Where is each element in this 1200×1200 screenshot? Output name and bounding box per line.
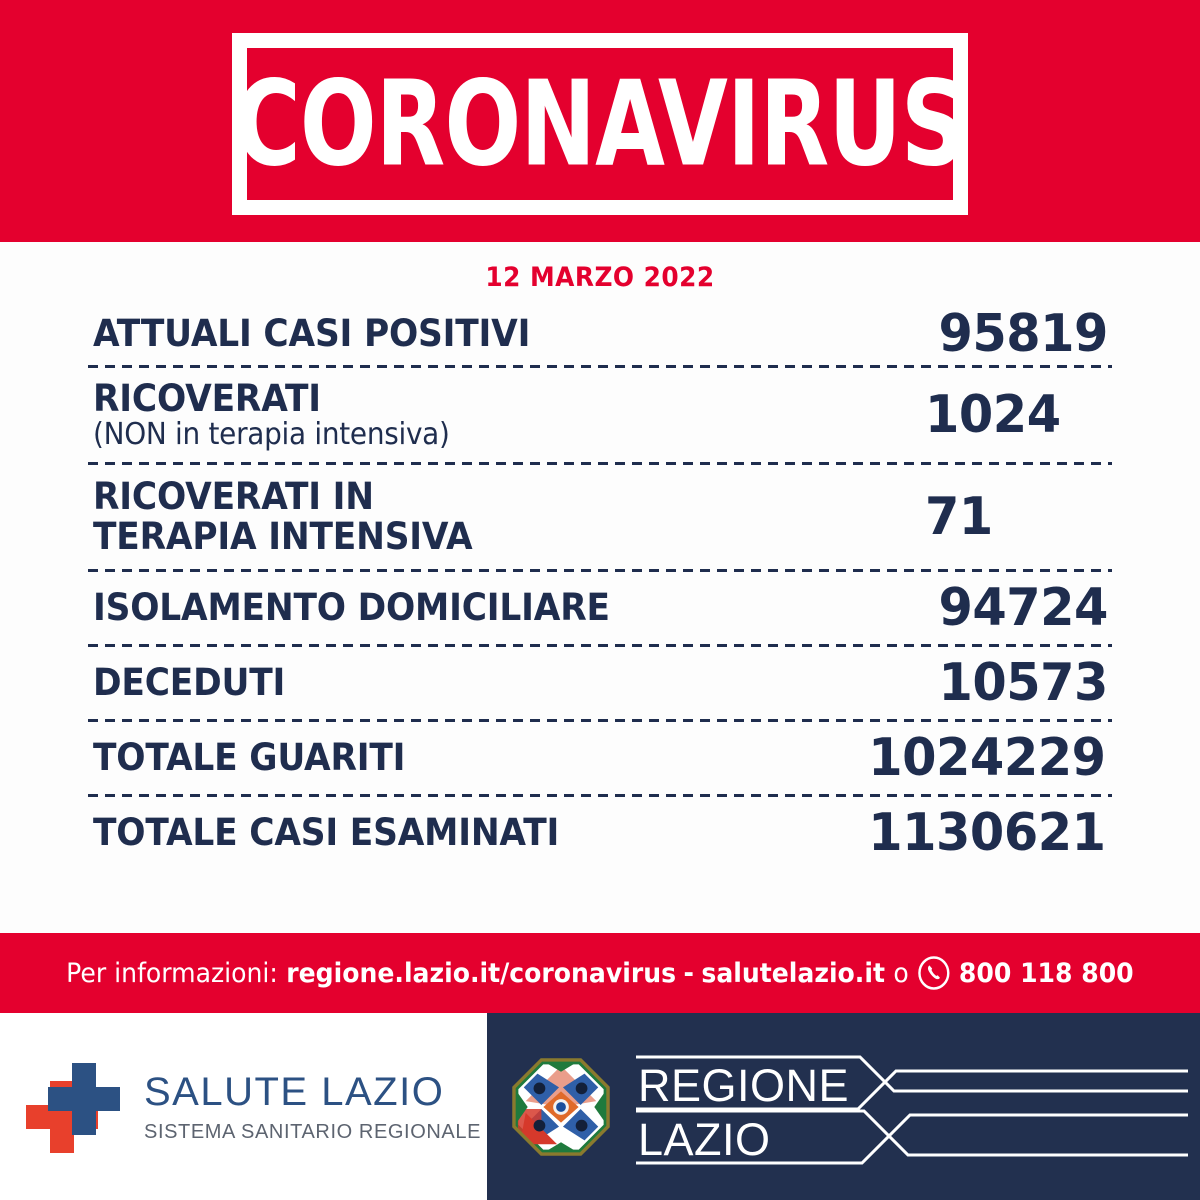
info-prefix: Per informazioni: (66, 957, 278, 989)
info-separator: - (683, 957, 695, 989)
row-value: 1024229 (868, 728, 1106, 788)
table-row: RICOVERATI IN TERAPIA INTENSIVA 71 (88, 465, 1112, 569)
row-label-wrap: DECEDUTI (93, 663, 300, 703)
row-label-line2: TERAPIA INTENSIVA (93, 515, 473, 558)
regione-lazio-lockup: REGIONE LAZIO (632, 1047, 1192, 1167)
page-title: CORONAVIRUS (234, 55, 966, 192)
salute-lazio-text: SALUTE LAZIO SISTEMA SANITARIO REGIONALE (144, 1069, 481, 1144)
row-label-wrap: ATTUALI CASI POSITIVI (93, 314, 563, 354)
regione-line2-text: LAZIO (638, 1114, 771, 1165)
row-value: 10573 (938, 653, 1108, 713)
row-value: 1024 (925, 384, 1061, 445)
phone-handset-icon (917, 955, 950, 991)
row-divider (88, 569, 1112, 572)
row-label: ATTUALI CASI POSITIVI (93, 312, 531, 356)
row-value: 94724 (938, 578, 1108, 638)
row-label-wrap: TOTALE GUARITI (93, 738, 429, 778)
table-row: ATTUALI CASI POSITIVI 95819 (88, 303, 1112, 365)
info-bar-text: Per informazioni: regione.lazio.it/coron… (66, 955, 1134, 991)
row-label: ISOLAMENTO DOMICILIARE (93, 586, 610, 630)
table-row: DECEDUTI 10573 (88, 647, 1112, 719)
row-label: DECEDUTI (93, 661, 286, 705)
info-phone-number[interactable]: 800 118 800 (959, 957, 1134, 989)
title-box: CORONAVIRUS (232, 33, 968, 215)
info-url-regione[interactable]: regione.lazio.it/coronavirus (286, 957, 677, 989)
row-label: RICOVERATI IN (93, 475, 374, 519)
salute-lazio-subtitle: SISTEMA SANITARIO REGIONALE (144, 1121, 482, 1143)
report-date: 12 MARZO 2022 (485, 262, 715, 293)
row-divider (88, 794, 1112, 797)
row-sublabel: (NON in terapia intensiva) (93, 417, 450, 453)
table-row: RICOVERATI (NON in terapia intensiva) 10… (88, 368, 1112, 462)
row-divider (88, 462, 1112, 465)
header-banner: CORONAVIRUS (0, 0, 1200, 242)
row-label: TOTALE CASI ESAMINATI (93, 811, 560, 855)
table-row: TOTALE GUARITI 1024229 (88, 722, 1112, 794)
logo-strip: SALUTE LAZIO SISTEMA SANITARIO REGIONALE (0, 1013, 1200, 1200)
medical-cross-icon (22, 1055, 126, 1159)
regione-lazio-logo: REGIONE LAZIO (487, 1013, 1200, 1200)
regione-lazio-emblem-icon (512, 1057, 610, 1156)
salute-lazio-logo: SALUTE LAZIO SISTEMA SANITARIO REGIONALE (0, 1013, 487, 1200)
regione-line1-text: REGIONE (638, 1060, 849, 1111)
info-conjunction: o (893, 957, 909, 989)
row-label-wrap: RICOVERATI IN TERAPIA INTENSIVA (93, 477, 501, 556)
row-divider (88, 719, 1112, 722)
info-url-salute[interactable]: salutelazio.it (701, 957, 886, 989)
row-value: 71 (925, 487, 993, 547)
row-label: TOTALE GUARITI (93, 736, 406, 780)
salute-lazio-name: SALUTE LAZIO (144, 1070, 445, 1114)
row-label-wrap: TOTALE CASI ESAMINATI (93, 813, 594, 853)
row-value: 95819 (938, 304, 1108, 364)
statistics-table: ATTUALI CASI POSITIVI 95819 RICOVERATI (… (88, 303, 1112, 869)
row-label-wrap: ISOLAMENTO DOMICILIARE (93, 588, 649, 628)
row-label-wrap: RICOVERATI (NON in terapia intensiva) (93, 379, 476, 452)
table-row: TOTALE CASI ESAMINATI 1130621 (88, 797, 1112, 869)
row-divider (88, 365, 1112, 368)
row-label: RICOVERATI (93, 376, 321, 420)
table-row: ISOLAMENTO DOMICILIARE 94724 (88, 572, 1112, 644)
row-divider (88, 644, 1112, 647)
info-bar: Per informazioni: regione.lazio.it/coron… (0, 933, 1200, 1013)
row-value: 1130621 (868, 803, 1106, 863)
